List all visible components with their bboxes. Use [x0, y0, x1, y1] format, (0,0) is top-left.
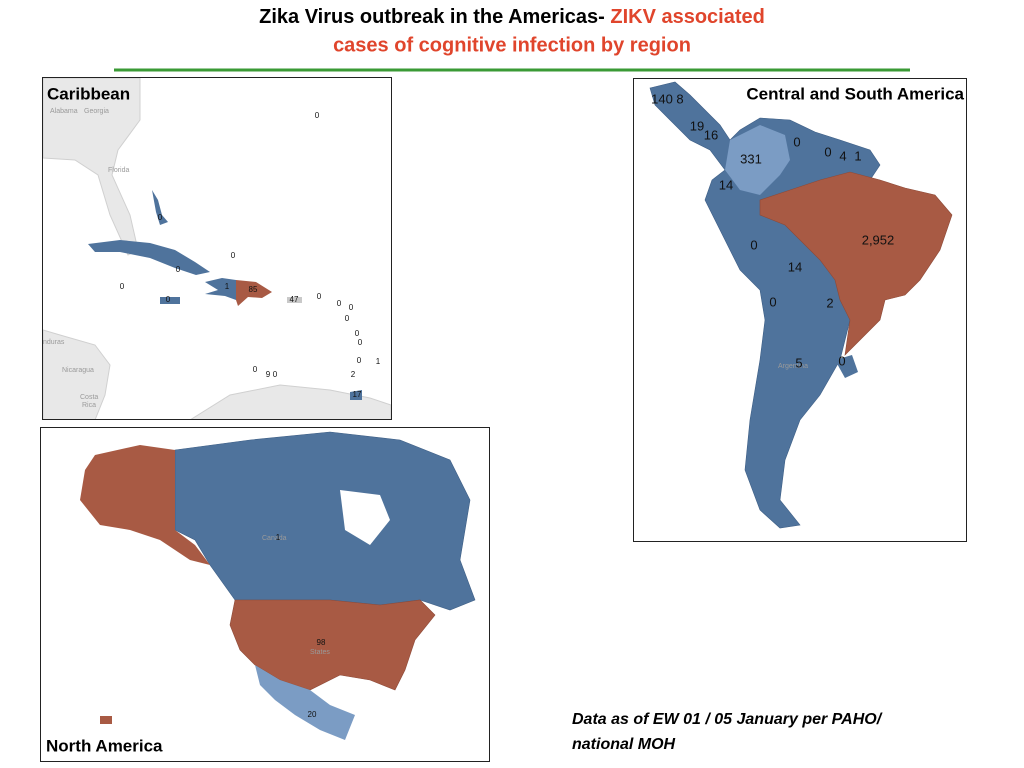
case-count-label: 0	[358, 338, 363, 347]
map	[80, 431, 476, 740]
haiti	[205, 278, 236, 300]
case-count-label: 17	[353, 390, 362, 399]
case-count-label: 0	[337, 299, 342, 308]
hawaii	[100, 716, 112, 724]
case-count-label: 331	[740, 151, 762, 166]
basemap-label: Canada	[262, 535, 287, 542]
basemap-label: Florida	[108, 167, 130, 174]
slide-title: Zika Virus outbreak in the Americas- ZIK…	[259, 6, 765, 28]
case-count-label: 2,952	[862, 232, 895, 247]
bahamas	[152, 190, 168, 225]
footnote: national MOH	[572, 736, 676, 753]
case-count-label: 0	[166, 295, 171, 304]
case-count-label: 0	[317, 292, 322, 301]
brazil	[759, 171, 953, 356]
case-count-label: 1	[854, 148, 861, 163]
case-count-label: 0	[345, 314, 350, 323]
basemap-label: States	[310, 649, 330, 656]
map	[43, 78, 391, 419]
case-count-label: 5	[795, 355, 802, 370]
trinidad	[350, 390, 362, 400]
case-count-label: 19	[690, 118, 704, 133]
north-america-panel: North America Canada States 1 98 20	[40, 427, 490, 762]
canada	[174, 431, 476, 611]
case-count-label: 1	[376, 357, 381, 366]
jamaica	[160, 297, 180, 304]
alaska	[80, 445, 210, 565]
basemap-label: Costa	[80, 394, 98, 401]
case-count-label: 8	[676, 91, 683, 106]
basemap-label: Nicaragua	[62, 367, 94, 374]
dominican-republic	[236, 280, 272, 306]
panel-title: Caribbean	[47, 84, 130, 103]
case-count-label: 98	[317, 638, 326, 647]
case-count-label: 2	[826, 295, 833, 310]
land	[43, 329, 111, 419]
case-count-label: 0	[120, 282, 125, 291]
footnote: Data as of EW 01 / 05 January per PAHO/	[572, 711, 883, 728]
case-count-label: 9	[266, 370, 271, 379]
case-count-label: 85	[249, 285, 258, 294]
case-count-label: 20	[308, 710, 317, 719]
panel-title: North America	[46, 736, 163, 755]
basemap-label: nduras	[43, 339, 65, 346]
slide-subtitle: cases of cognitive infection by region	[333, 34, 691, 56]
colombia	[725, 125, 790, 195]
case-count-label: 0	[824, 144, 831, 159]
case-count-label: 0	[838, 353, 845, 368]
case-count-label: 47	[290, 295, 299, 304]
case-count-label: 0	[273, 370, 278, 379]
basemap-label: Rica	[82, 402, 96, 409]
case-count-label: 1	[225, 282, 230, 291]
case-count-label: 0	[357, 356, 362, 365]
case-count-label: 0	[231, 251, 236, 260]
case-count-label: 4	[839, 148, 846, 163]
cuba	[88, 240, 210, 275]
panel-title: Central and South America	[746, 84, 964, 103]
uruguay	[835, 355, 858, 378]
basemap-label: Argentina	[778, 363, 808, 370]
case-count-label: 140	[651, 91, 673, 106]
mexico	[255, 665, 355, 740]
case-count-label: 0	[176, 265, 181, 274]
case-count-label: 0	[349, 303, 354, 312]
basemap-label: Alabama	[50, 108, 78, 115]
basemap-label: Georgia	[84, 108, 109, 115]
hudson-bay	[340, 490, 390, 545]
united-states	[229, 599, 436, 691]
case-count-label: 0	[769, 294, 776, 309]
case-count-label: 0	[253, 365, 258, 374]
case-count-label: 0	[355, 329, 360, 338]
case-count-label: 14	[788, 259, 802, 274]
caribbean-panel: Caribbean Alabama Georgia Florida nduras Nic…	[42, 77, 392, 420]
case-count-label: 16	[704, 127, 718, 142]
map	[649, 81, 953, 529]
title-red: ZIKV associated	[610, 6, 765, 28]
puerto-rico	[287, 297, 302, 303]
title-black: Zika Virus outbreak in the Americas-	[259, 6, 610, 28]
case-count-label: 0	[158, 213, 163, 222]
case-count-label: 14	[719, 177, 733, 192]
case-count-label: 0	[750, 237, 757, 252]
case-count-label: 0	[793, 134, 800, 149]
case-count-label: 1	[276, 533, 281, 542]
case-count-label: 2	[351, 370, 356, 379]
case-count-label: 0	[315, 111, 320, 120]
